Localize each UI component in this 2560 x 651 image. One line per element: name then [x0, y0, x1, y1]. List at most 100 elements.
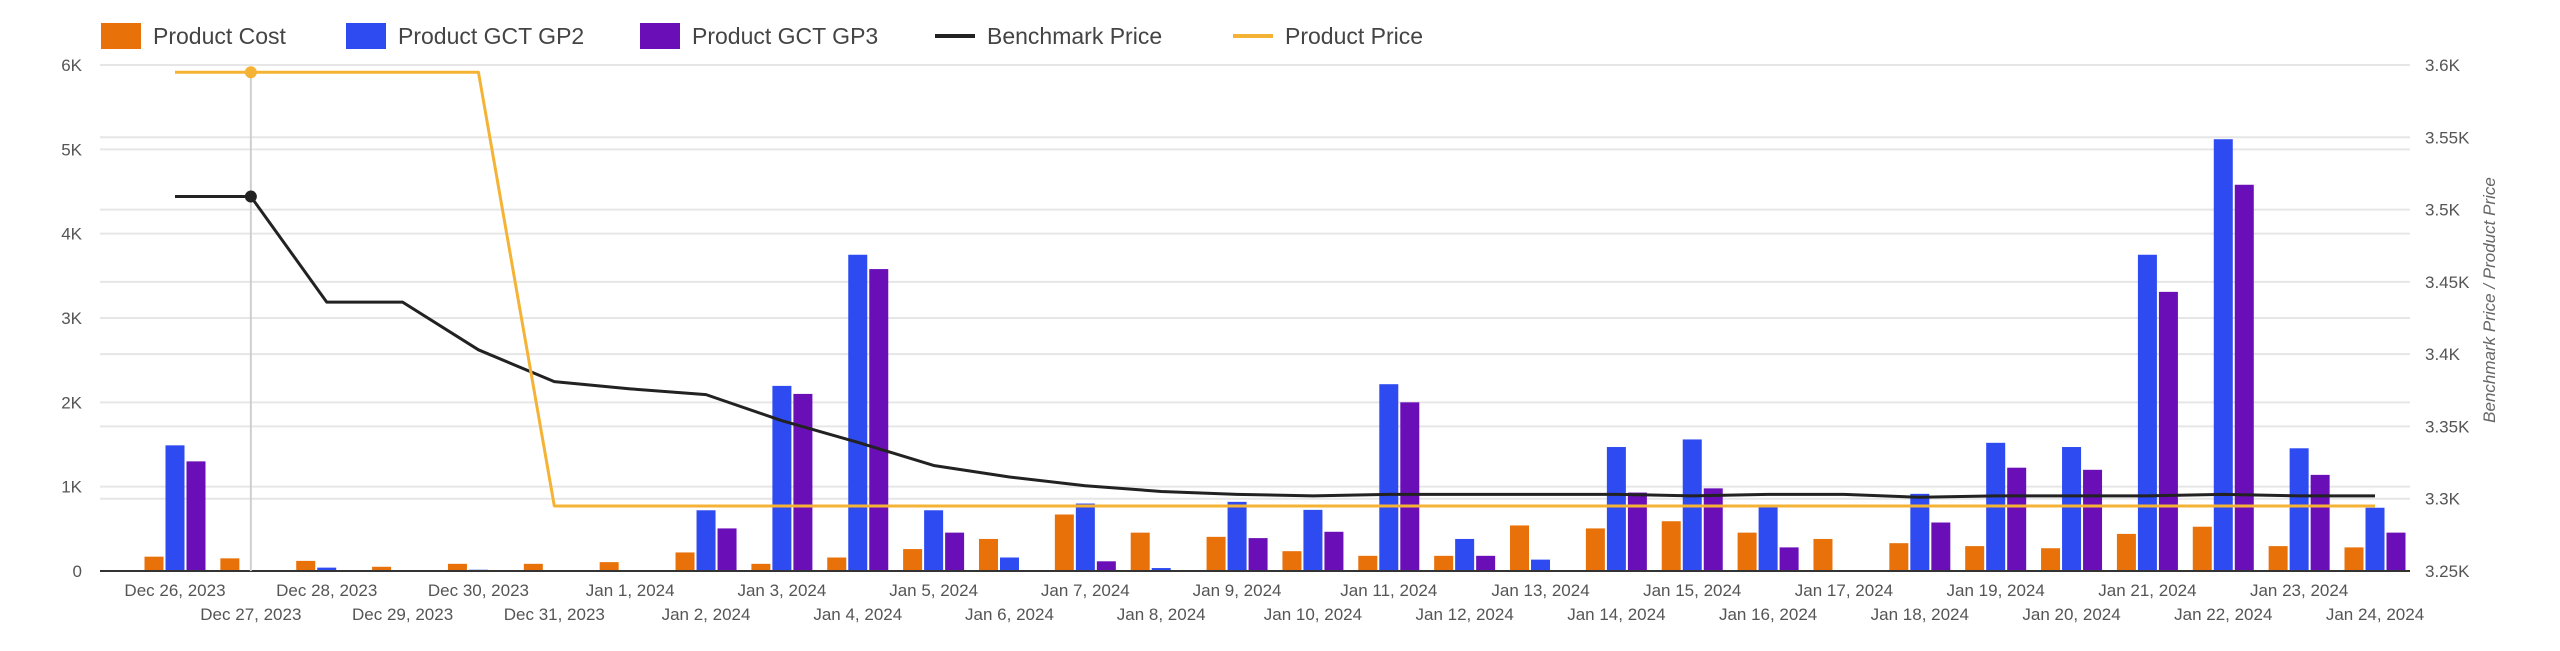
x-tick-label: Jan 7, 2024: [1041, 581, 1130, 600]
legend-label-product-gct-gp2: Product GCT GP2: [398, 23, 584, 49]
x-tick-label: Jan 16, 2024: [1719, 605, 1817, 624]
left-tick-label: 1K: [61, 478, 82, 497]
bar-product-gct-gp2: [2366, 508, 2385, 571]
bar-product-gct-gp3: [1324, 532, 1343, 571]
bar-product-gct-gp2: [166, 445, 185, 571]
bar-product-gct-gp3: [1249, 538, 1268, 571]
right-axis-title: Benchmark Price / Product Price: [2480, 177, 2499, 423]
bar-product-gct-gp3: [2159, 292, 2178, 571]
right-tick-label: 3.3K: [2425, 490, 2461, 509]
bar-product-gct-gp3: [2007, 468, 2026, 571]
bar-product-cost: [524, 564, 543, 571]
bar-product-cost: [448, 564, 467, 571]
bar-product-gct-gp2: [1379, 384, 1398, 571]
x-tick-label: Jan 23, 2024: [2250, 581, 2348, 600]
bar-product-gct-gp2: [1228, 502, 1247, 571]
bar-product-cost: [1207, 537, 1226, 571]
x-tick-label: Jan 15, 2024: [1643, 581, 1741, 600]
bar-product-gct-gp2: [1607, 447, 1626, 571]
x-tick-label: Jan 18, 2024: [1871, 605, 1969, 624]
x-tick-label: Jan 3, 2024: [737, 581, 826, 600]
legend-label-product-price: Product Price: [1285, 23, 1423, 49]
x-tick-label: Jan 21, 2024: [2098, 581, 2196, 600]
bar-product-gct-gp2: [1076, 504, 1095, 571]
bar-product-cost: [2117, 534, 2136, 571]
bar-product-cost: [2041, 548, 2060, 571]
bar-product-cost: [2193, 527, 2212, 571]
bar-product-gct-gp3: [187, 461, 206, 571]
x-tick-label: Jan 11, 2024: [1340, 581, 1437, 600]
bar-product-cost: [1358, 556, 1377, 571]
x-tick-label: Jan 4, 2024: [813, 605, 902, 624]
bar-product-gct-gp2: [1531, 560, 1550, 571]
right-tick-label: 3.55K: [2425, 128, 2470, 147]
right-tick-label: 3.45K: [2425, 273, 2470, 292]
bar-product-cost: [296, 561, 315, 571]
bar-product-gct-gp3: [793, 394, 812, 571]
bar-product-gct-gp3: [2235, 185, 2254, 571]
bar-product-gct-gp2: [1455, 539, 1474, 571]
bar-product-gct-gp3: [1780, 547, 1799, 571]
bar-product-gct-gp2: [1303, 510, 1322, 571]
bar-product-cost: [2345, 547, 2364, 571]
bar-product-cost: [1055, 514, 1074, 571]
legend-label-product-cost: Product Cost: [153, 23, 287, 49]
hover-point-marker: [245, 66, 257, 78]
x-tick-label: Jan 20, 2024: [2022, 605, 2120, 624]
x-tick-label: Jan 17, 2024: [1795, 581, 1893, 600]
bar-product-cost: [1738, 533, 1757, 571]
left-tick-label: 5K: [61, 140, 82, 159]
bar-product-cost: [751, 564, 770, 571]
bar-product-gct-gp2: [772, 386, 791, 571]
hover-point-marker: [245, 191, 257, 203]
bar-product-gct-gp2: [924, 510, 943, 571]
bar-product-gct-gp3: [1097, 561, 1116, 571]
bar-product-cost: [600, 562, 619, 571]
bar-product-gct-gp3: [1628, 493, 1647, 571]
x-tick-label: Jan 22, 2024: [2174, 605, 2272, 624]
legend-swatch-product-gct-gp2: [346, 23, 386, 49]
bar-product-gct-gp3: [945, 533, 964, 571]
bar-product-cost: [1889, 543, 1908, 571]
bar-product-gct-gp2: [1759, 507, 1778, 571]
x-tick-label: Jan 12, 2024: [1415, 605, 1513, 624]
x-tick-label: Jan 10, 2024: [1264, 605, 1362, 624]
x-tick-label: Dec 30, 2023: [428, 581, 529, 600]
bar-product-gct-gp2: [2290, 448, 2309, 571]
x-tick-label: Jan 14, 2024: [1567, 605, 1665, 624]
bar-product-cost: [2269, 546, 2288, 571]
x-tick-label: Jan 9, 2024: [1193, 581, 1282, 600]
x-tick-label: Jan 6, 2024: [965, 605, 1054, 624]
x-tick-label: Jan 8, 2024: [1117, 605, 1206, 624]
left-tick-label: 4K: [61, 225, 82, 244]
left-tick-label: 0: [73, 562, 82, 581]
bar-product-cost: [1510, 525, 1529, 571]
bar-product-cost: [1586, 528, 1605, 571]
x-tick-label: Jan 1, 2024: [586, 581, 675, 600]
left-tick-label: 3K: [61, 309, 82, 328]
legend-swatch-product-cost: [101, 23, 141, 49]
gridlines: [100, 65, 2410, 499]
bar-product-cost: [676, 552, 695, 571]
bar-product-cost: [1282, 551, 1301, 571]
lines: [175, 66, 2375, 506]
bar-product-gct-gp3: [1400, 402, 1419, 571]
bar-product-cost: [1813, 539, 1832, 571]
bar-product-cost: [1965, 546, 1984, 571]
x-tick-label: Jan 2, 2024: [662, 605, 751, 624]
bar-product-cost: [827, 558, 846, 571]
right-tick-label: 3.25K: [2425, 562, 2470, 581]
right-tick-label: 3.35K: [2425, 417, 2470, 436]
left-tick-label: 2K: [61, 393, 82, 412]
bar-product-gct-gp3: [869, 269, 888, 571]
bar-product-gct-gp2: [2062, 447, 2081, 571]
right-tick-label: 3.6K: [2425, 56, 2461, 75]
x-tick-label: Jan 19, 2024: [1947, 581, 2045, 600]
bar-product-cost: [903, 549, 922, 571]
bar-product-cost: [1662, 521, 1681, 571]
bar-product-gct-gp2: [697, 510, 716, 571]
x-tick-label: Dec 28, 2023: [276, 581, 377, 600]
